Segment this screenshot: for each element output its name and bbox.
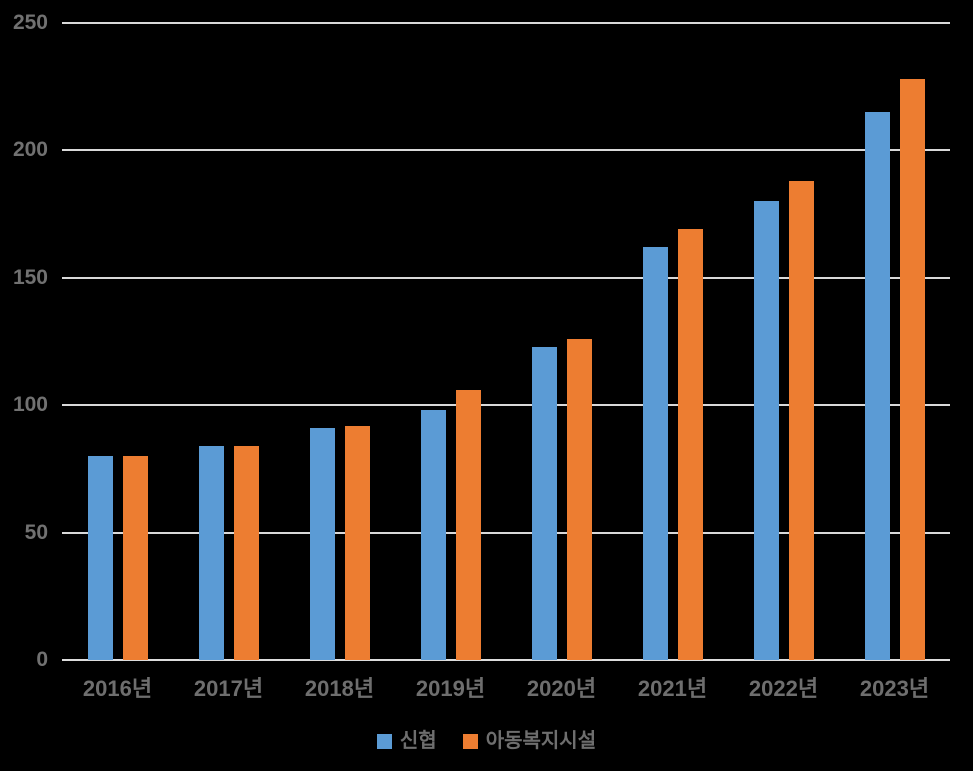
bar-신협-2021년 <box>642 247 668 660</box>
bar-신협-2020년 <box>531 346 557 660</box>
y-tick-label-200: 200 <box>12 138 48 162</box>
y-tick-label-250: 250 <box>12 11 48 34</box>
bar-신협-2016년 <box>87 456 113 660</box>
legend-entry-신협: 신협 <box>376 730 437 752</box>
bar-신협-2018년 <box>309 428 335 660</box>
legend-label: 신협 <box>399 730 437 752</box>
legend-label: 아동복지시설 <box>485 730 597 752</box>
x-tick-label-2016년: 2016년 <box>82 676 153 701</box>
x-tick-label-2018년: 2018년 <box>304 676 375 701</box>
bar-아동복지시설-2019년 <box>455 389 481 660</box>
bar-아동복지시설-2022년 <box>788 180 814 660</box>
gridline-0 <box>62 659 950 661</box>
gridline-50 <box>62 531 950 534</box>
x-tick-label-2020년: 2020년 <box>526 676 597 701</box>
gridline-200 <box>62 149 950 152</box>
bar-신협-2017년 <box>198 445 224 660</box>
x-tick-label-2019년: 2019년 <box>415 676 486 701</box>
bar-아동복지시설-2018년 <box>344 425 370 660</box>
legend-entry-아동복지시설: 아동복지시설 <box>462 730 597 752</box>
bar-아동복지시설-2020년 <box>566 338 592 660</box>
y-tick-label-150: 150 <box>12 265 48 289</box>
legend-swatch-icon <box>462 733 478 749</box>
gridline-150 <box>62 276 950 279</box>
y-tick-label-100: 100 <box>12 393 48 417</box>
bar-아동복지시설-2023년 <box>899 79 925 660</box>
bar-아동복지시설-2021년 <box>677 229 703 660</box>
bar-아동복지시설-2016년 <box>122 456 148 660</box>
y-tick-label-0: 0 <box>36 648 48 671</box>
bar-신협-2022년 <box>753 201 779 660</box>
gridline-100 <box>62 404 950 407</box>
x-tick-label-2023년: 2023년 <box>859 676 930 701</box>
bar-신협-2023년 <box>864 112 890 660</box>
y-tick-label-50: 50 <box>24 520 48 544</box>
x-tick-label-2021년: 2021년 <box>637 676 708 701</box>
x-tick-label-2017년: 2017년 <box>193 676 264 701</box>
legend: 신협 아동복지시설 <box>0 726 973 756</box>
x-tick-label-2022년: 2022년 <box>748 676 819 701</box>
gridline-250 <box>62 22 950 24</box>
bar-아동복지시설-2017년 <box>233 445 259 660</box>
legend-swatch-icon <box>376 733 392 749</box>
bar-신협-2019년 <box>420 410 446 660</box>
